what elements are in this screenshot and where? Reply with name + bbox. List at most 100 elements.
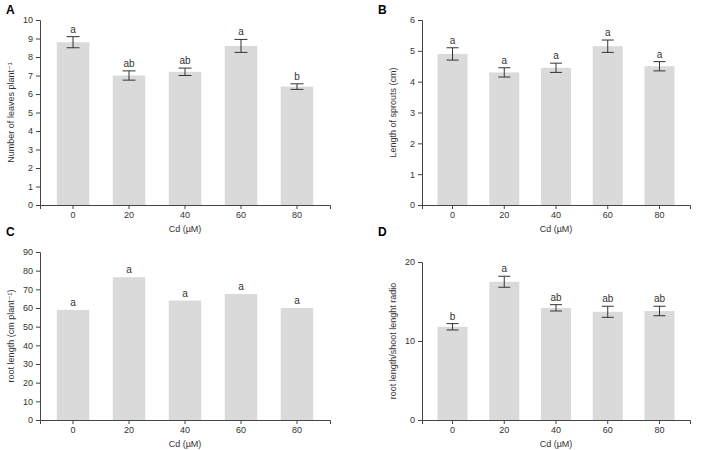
tick-label: 8 bbox=[28, 52, 33, 62]
tick: 0 bbox=[450, 205, 455, 220]
tick-mark bbox=[129, 420, 130, 424]
tick: 6 bbox=[410, 15, 422, 25]
bars bbox=[438, 40, 675, 205]
tick-mark bbox=[418, 262, 422, 263]
tick: 6 bbox=[28, 89, 40, 99]
tick-mark bbox=[452, 420, 453, 424]
tick-label: 4 bbox=[28, 126, 33, 136]
tick-mark bbox=[36, 131, 40, 132]
tick-mark bbox=[556, 205, 557, 209]
bar bbox=[489, 282, 519, 420]
tick-mark bbox=[418, 143, 422, 144]
annotation: ab bbox=[654, 293, 666, 304]
tick-mark bbox=[36, 308, 40, 309]
tick: 40 bbox=[551, 205, 561, 220]
y-axis: 012345678910 bbox=[23, 15, 41, 210]
tick: 0 bbox=[410, 415, 422, 425]
tick-mark bbox=[418, 341, 422, 342]
tick-label: 0 bbox=[28, 200, 33, 210]
tick-label: 40 bbox=[23, 341, 33, 351]
tick-mark bbox=[36, 383, 40, 384]
tick-label: 6 bbox=[28, 89, 33, 99]
x-axis: 0 20 40 60 80 bbox=[423, 205, 691, 220]
tick: 20 bbox=[499, 205, 509, 220]
tick: 2 bbox=[28, 163, 40, 173]
panel-title: B bbox=[378, 3, 387, 17]
tick-label: 0 bbox=[410, 415, 415, 425]
axis-line bbox=[423, 421, 691, 425]
annotation: ab bbox=[550, 292, 562, 303]
tick-mark bbox=[36, 401, 40, 402]
tick: 80 bbox=[292, 205, 302, 220]
tick: 60 bbox=[236, 420, 246, 435]
tick-label: 3 bbox=[410, 108, 415, 118]
tick-label: 80 bbox=[654, 210, 664, 220]
tick-label: 40 bbox=[551, 210, 561, 220]
x-axis: 020406080 bbox=[41, 420, 331, 435]
tick-mark bbox=[36, 94, 40, 95]
tick-label: 1 bbox=[410, 170, 415, 180]
tick: 60 bbox=[603, 420, 613, 435]
tick-mark bbox=[452, 205, 453, 209]
tick-mark bbox=[36, 57, 40, 58]
tick-label: 0 bbox=[71, 210, 76, 220]
bar bbox=[541, 308, 571, 420]
bars bbox=[57, 277, 313, 420]
tick: 60 bbox=[236, 205, 246, 220]
tick: 1 bbox=[28, 182, 40, 192]
tick-label: 3 bbox=[28, 145, 33, 155]
tick-label: 4 bbox=[410, 77, 415, 87]
annotation: a bbox=[501, 263, 507, 274]
tick: 3 bbox=[28, 145, 40, 155]
tick-label: 10 bbox=[23, 397, 33, 407]
tick-label: 0 bbox=[450, 425, 455, 435]
tick-label: 70 bbox=[23, 285, 33, 295]
tick: 60 bbox=[603, 205, 613, 220]
tick-label: 80 bbox=[654, 425, 664, 435]
tick-label: 2 bbox=[410, 139, 415, 149]
tick-mark bbox=[36, 420, 40, 421]
tick-mark bbox=[556, 420, 557, 424]
annotation: a bbox=[238, 281, 244, 292]
error-bar bbox=[447, 324, 459, 330]
tick-mark bbox=[418, 113, 422, 114]
annotation: b bbox=[450, 311, 456, 322]
bar bbox=[225, 46, 257, 205]
tick-mark bbox=[296, 205, 297, 209]
tick-mark bbox=[185, 205, 186, 209]
tick-label: 50 bbox=[23, 322, 33, 332]
tick: 40 bbox=[180, 205, 190, 220]
y-axis: 0102030405060708090 bbox=[23, 247, 41, 425]
tick: 90 bbox=[23, 247, 40, 257]
tick-label: 40 bbox=[180, 425, 190, 435]
y-axis: 01020 bbox=[405, 257, 423, 425]
tick-mark bbox=[418, 82, 422, 83]
error-bar bbox=[179, 68, 192, 75]
bars bbox=[57, 37, 313, 205]
tick-mark bbox=[129, 205, 130, 209]
panel-title: C bbox=[6, 225, 15, 239]
tick-label: 80 bbox=[292, 210, 302, 220]
tick-mark bbox=[36, 187, 40, 188]
tick: 80 bbox=[23, 266, 40, 276]
x-axis-title: Cd (µM) bbox=[169, 224, 202, 234]
x-axis: 020406080 bbox=[41, 205, 331, 220]
tick-label: 9 bbox=[28, 34, 33, 44]
tick-label: 20 bbox=[499, 210, 509, 220]
bars bbox=[438, 276, 675, 420]
error-bar bbox=[498, 68, 510, 77]
tick-mark bbox=[36, 39, 40, 40]
tick-mark bbox=[240, 205, 241, 209]
tick-mark bbox=[36, 20, 40, 21]
annotation: a bbox=[294, 295, 300, 306]
x-axis-title: Cd (µM) bbox=[169, 439, 202, 449]
tick-label: 6 bbox=[410, 15, 415, 25]
tick: 50 bbox=[23, 322, 40, 332]
error-bar bbox=[550, 305, 562, 311]
error-bar bbox=[123, 71, 136, 80]
tick: 8 bbox=[28, 52, 40, 62]
bar bbox=[489, 72, 519, 205]
figure: Aaababab012345678910020406080Cd (µM)Numb… bbox=[0, 0, 702, 450]
bar bbox=[438, 327, 468, 420]
tick: 10 bbox=[405, 336, 422, 346]
